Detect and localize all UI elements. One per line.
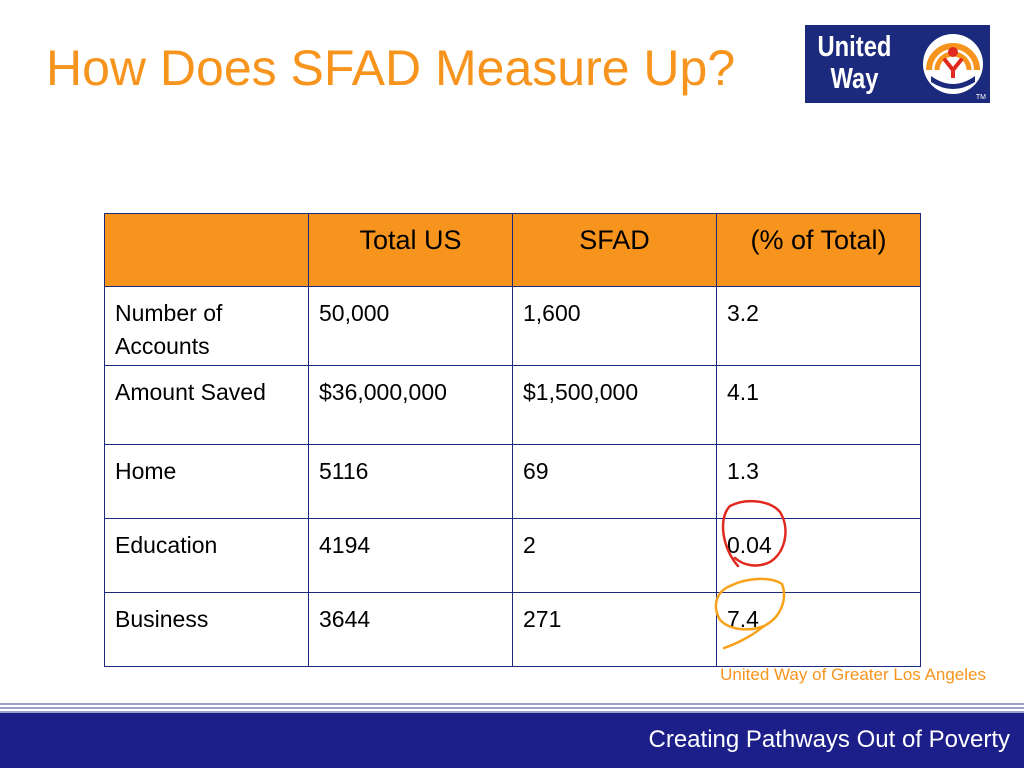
cell-pct: 0.04 xyxy=(716,518,921,593)
cell-sfad: $1,500,000 xyxy=(512,365,717,445)
cell-sfad: 2 xyxy=(512,518,717,593)
table-row: Business 3644 271 7.4 xyxy=(104,592,921,667)
table-row: Amount Saved $36,000,000 $1,500,000 4.1 xyxy=(104,365,921,445)
source-credit: United Way of Greater Los Angeles xyxy=(720,665,986,684)
logo-trademark: TM xyxy=(975,94,986,101)
header-corner xyxy=(104,213,309,287)
row-label: Number of Accounts xyxy=(104,286,309,366)
logo-wordmark: United Way xyxy=(811,31,898,95)
united-way-logo: United Way TM xyxy=(805,25,990,103)
table-header-row: Total US SFAD (% of Total) xyxy=(104,213,921,287)
logo-line-2: Way xyxy=(830,63,879,95)
header-sfad: SFAD xyxy=(512,213,717,287)
cell-sfad: 69 xyxy=(512,444,717,519)
cell-sfad: 1,600 xyxy=(512,286,717,366)
footer-bar: Creating Pathways Out of Poverty xyxy=(0,713,1024,768)
table-row: Home 5116 69 1.3 xyxy=(104,444,921,519)
logo-line-1: United xyxy=(817,31,892,63)
footer-stripe xyxy=(0,703,1024,713)
slide-title: How Does SFAD Measure Up? xyxy=(46,40,736,96)
row-label: Amount Saved xyxy=(104,365,309,445)
cell-pct: 7.4 xyxy=(716,592,921,667)
cell-pct: 1.3 xyxy=(716,444,921,519)
table-row: Number of Accounts 50,000 1,600 3.2 xyxy=(104,286,921,366)
table-row: Education 4194 2 0.04 xyxy=(104,518,921,593)
cell-pct: 4.1 xyxy=(716,365,921,445)
cell-total-us: $36,000,000 xyxy=(308,365,513,445)
row-label: Business xyxy=(104,592,309,667)
row-label: Home xyxy=(104,444,309,519)
cell-total-us: 5116 xyxy=(308,444,513,519)
comparison-table: Total US SFAD (% of Total) Number of Acc… xyxy=(104,213,921,667)
cell-total-us: 50,000 xyxy=(308,286,513,366)
cell-total-us: 4194 xyxy=(308,518,513,593)
header-total-us: Total US xyxy=(308,213,513,287)
cell-pct: 3.2 xyxy=(716,286,921,366)
cell-sfad: 271 xyxy=(512,592,717,667)
footer-tagline: Creating Pathways Out of Poverty xyxy=(648,726,1011,753)
row-label: Education xyxy=(104,518,309,593)
header-pct-total: (% of Total) xyxy=(716,213,921,287)
hand-rainbow-icon xyxy=(923,34,983,94)
cell-total-us: 3644 xyxy=(308,592,513,667)
